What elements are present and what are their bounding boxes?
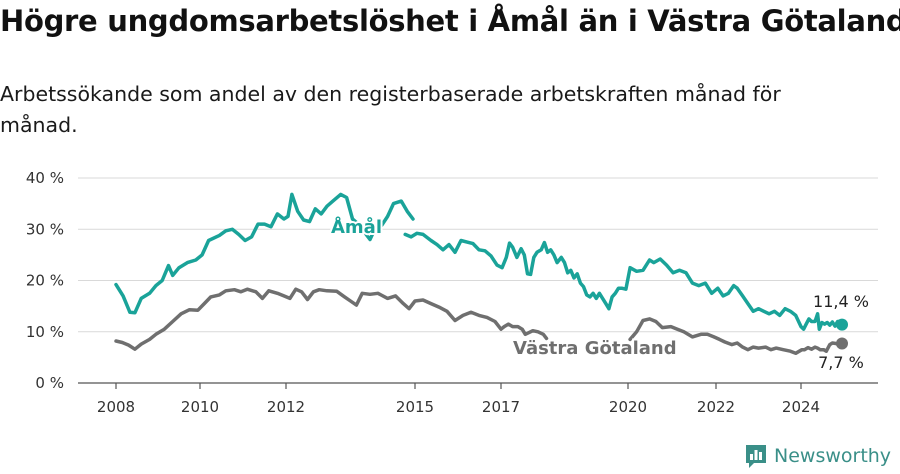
axis-layer: 0 % 10 % 20 % 30 % 40 % 2008 2010 2012 2015 2017 2… xyxy=(26,169,820,416)
x-tick-label: 2012 xyxy=(267,398,305,416)
bar-chart-icon xyxy=(746,445,766,468)
x-tick-label: 2020 xyxy=(609,398,647,416)
series-label-amal: Åmål xyxy=(331,215,382,238)
x-tick-label: 2010 xyxy=(181,398,219,416)
y-tick-label: 20 % xyxy=(26,272,64,290)
series-line-vastra-gotaland xyxy=(114,287,549,351)
end-point-vastra-gotaland xyxy=(836,337,848,350)
x-tick-label: 2024 xyxy=(782,398,820,416)
x-tick-label: 2015 xyxy=(396,398,434,416)
chart-title: Högre ungdomsarbetslöshet i Åmål än i Vä… xyxy=(0,4,900,38)
grid-layer xyxy=(78,177,878,384)
y-tick-label: 0 % xyxy=(35,374,64,392)
end-point-amal xyxy=(836,318,848,331)
series-label-vastra-gotaland: Västra Götaland xyxy=(513,338,677,359)
x-tick-label: 2017 xyxy=(482,398,520,416)
series-layer xyxy=(114,192,848,356)
y-tick-label: 30 % xyxy=(26,220,64,238)
y-tick-label: 40 % xyxy=(26,169,64,187)
series-line-amal xyxy=(403,231,844,331)
chart-subtitle: Arbetssökande som andel av den registerb… xyxy=(0,82,781,137)
series-line-amal xyxy=(114,192,415,315)
end-value-label-amal: 11,4 % xyxy=(813,292,869,311)
y-tick-label: 10 % xyxy=(26,323,64,341)
x-tick-label: 2022 xyxy=(697,398,735,416)
x-tick-label: 2008 xyxy=(97,398,135,416)
series-line-vastra-gotaland xyxy=(628,317,844,356)
newsworthy-logo[interactable]: Newsworthy xyxy=(744,443,891,469)
brand-name: Newsworthy xyxy=(774,445,892,467)
end-value-label-vastra-gotaland: 7,7 % xyxy=(818,353,864,372)
label-layer: Åmål Västra Götaland 11,4 % 7,7 % xyxy=(329,213,869,372)
